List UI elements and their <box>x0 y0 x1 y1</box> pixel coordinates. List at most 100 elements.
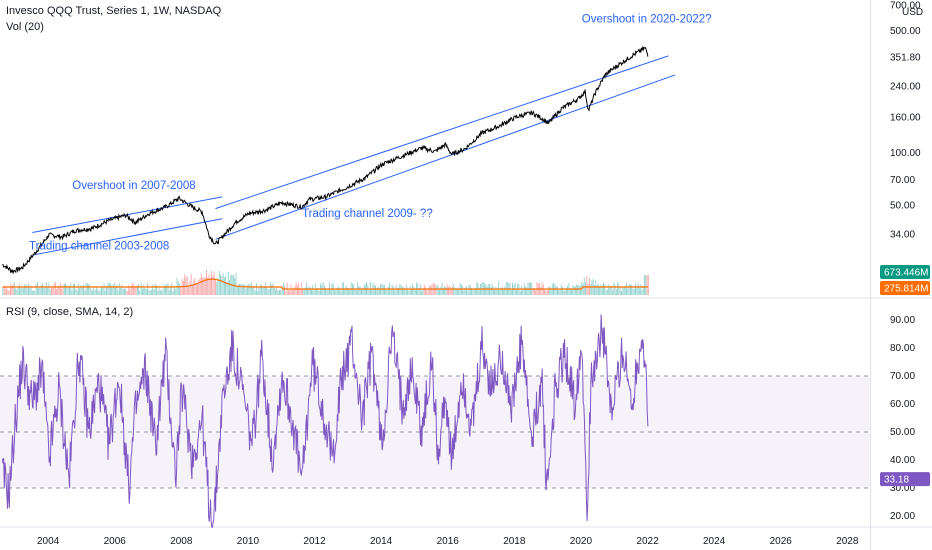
volume-bar <box>252 287 253 295</box>
volume-bar <box>11 285 13 295</box>
channel-1-lower-line[interactable] <box>215 74 676 240</box>
volume-bar <box>583 277 585 295</box>
volume-ma-line <box>2 278 648 290</box>
volume-bar <box>253 286 255 295</box>
volume-bar <box>38 288 40 295</box>
volume-bar <box>194 277 196 295</box>
volume-bar <box>4 289 6 295</box>
volume-bar <box>79 288 81 295</box>
volume-bar <box>244 284 246 295</box>
volume-bar <box>450 288 452 295</box>
volume-bar <box>307 287 309 295</box>
volume-bar <box>519 290 521 295</box>
annotation-0[interactable]: Overshoot in 2020-2022? <box>582 13 712 25</box>
volume-bar <box>478 287 480 295</box>
volume-bar <box>127 285 129 295</box>
volume-bar <box>57 287 59 295</box>
volume-bar <box>486 286 488 295</box>
volume-bar <box>86 283 88 295</box>
volume-bar <box>380 284 382 295</box>
volume-bar <box>299 288 301 295</box>
volume-bar <box>175 288 177 295</box>
volume-bar <box>145 289 147 295</box>
volume-bar <box>418 288 420 295</box>
volume-bar <box>10 284 11 295</box>
volume-bar <box>375 285 376 295</box>
time-tick-label: 2026 <box>770 536 793 547</box>
volume-bar <box>422 289 424 295</box>
volume-bar <box>162 288 164 295</box>
volume-bar <box>236 286 238 295</box>
channel-1-upper-line[interactable] <box>215 55 669 210</box>
volume-bar <box>431 284 433 295</box>
volume-bar <box>391 284 393 295</box>
volume-bar <box>425 286 426 295</box>
volume-bar <box>200 273 202 295</box>
volume-bar <box>308 286 310 295</box>
volume-bar <box>130 285 132 295</box>
volume-bar <box>21 286 23 295</box>
channel-0-lower-line[interactable] <box>32 218 223 256</box>
volume-bar <box>276 287 278 295</box>
volume-bar <box>463 290 465 295</box>
volume-bar <box>248 284 250 295</box>
volume-bar <box>544 289 545 295</box>
volume-bar <box>188 285 189 295</box>
volume-bar <box>212 275 214 295</box>
volume-bar <box>443 289 444 295</box>
volume-bar <box>245 288 247 295</box>
volume-bar <box>26 287 28 295</box>
volume-bar <box>445 286 447 295</box>
volume-bar <box>421 290 423 295</box>
volume-bar <box>33 290 34 295</box>
volume-bar <box>428 285 430 295</box>
volume-bar <box>152 284 154 295</box>
volume-bar <box>239 284 241 295</box>
volume-bar <box>492 286 494 295</box>
annotation-2[interactable]: Trading channel 2009- ?? <box>302 208 433 220</box>
volume-bar <box>22 288 24 295</box>
annotation-1[interactable]: Overshoot in 2007-2008 <box>72 180 195 192</box>
volume-bar <box>284 285 285 295</box>
volume-bar <box>179 283 180 295</box>
volume-bar <box>458 288 460 295</box>
volume-bar <box>368 288 370 295</box>
volume-bar <box>427 288 429 295</box>
volume-bar <box>490 287 492 295</box>
volume-legend: Vol (20) <box>6 21 44 33</box>
volume-bar <box>67 287 69 295</box>
volume-bar <box>143 285 145 295</box>
volume-bar <box>647 275 649 295</box>
volume-bar <box>167 283 169 295</box>
volume-bar <box>309 287 311 295</box>
volume-bar <box>430 286 432 295</box>
volume-bar <box>382 285 384 295</box>
volume-bar <box>257 290 259 295</box>
volume-bar <box>47 287 49 295</box>
volume-bar <box>54 282 56 295</box>
volume-bar <box>631 285 633 295</box>
volume-bar <box>190 274 192 295</box>
volume-bar <box>340 290 342 295</box>
volume-bar <box>111 285 113 295</box>
volume-bar <box>133 284 134 295</box>
volume-bar <box>88 284 90 295</box>
volume-bar <box>136 285 138 295</box>
volume-bar <box>349 289 351 295</box>
volume-bar <box>304 287 306 295</box>
annotation-3[interactable]: Trading channel 2003-2008 <box>29 240 169 252</box>
volume-bar <box>52 287 54 295</box>
volume-bar <box>17 287 19 295</box>
volume-bar <box>613 282 615 295</box>
time-tick-label: 2010 <box>237 536 260 547</box>
volume-bar <box>172 291 174 295</box>
volume-bar <box>396 288 398 295</box>
price-tick-label: 50.00 <box>890 201 915 212</box>
volume-bar <box>335 289 337 295</box>
volume-bar <box>353 284 355 295</box>
volume-bar <box>158 287 160 295</box>
volume-bar <box>557 286 558 295</box>
volume-bar <box>161 290 163 295</box>
time-tick-label: 2012 <box>303 536 326 547</box>
